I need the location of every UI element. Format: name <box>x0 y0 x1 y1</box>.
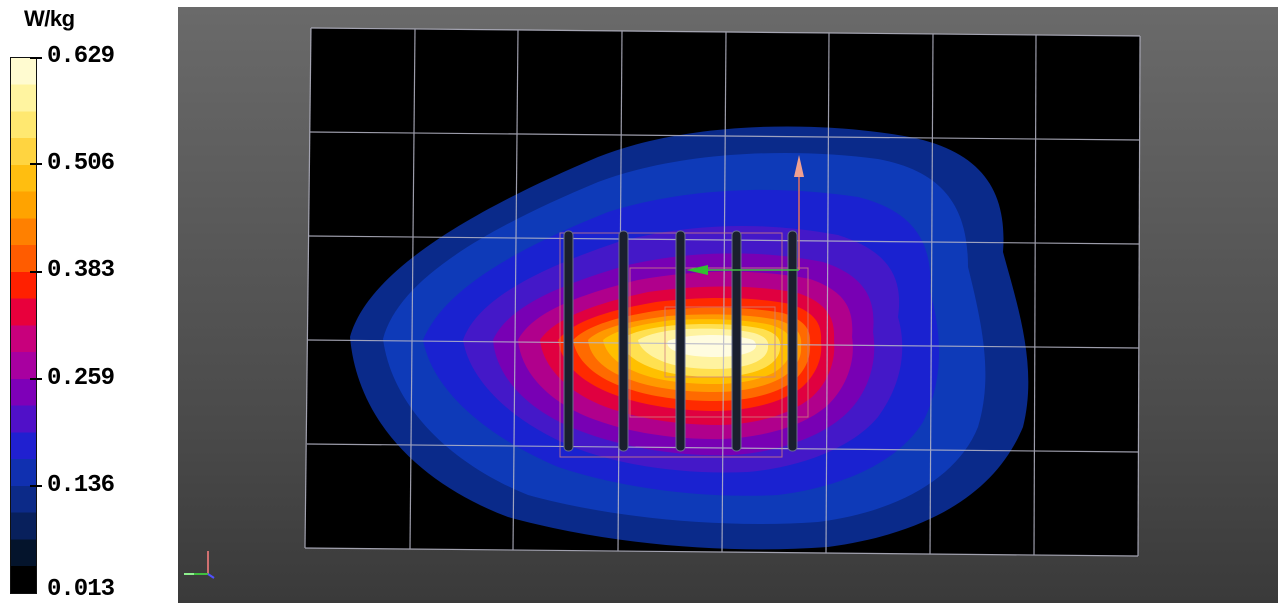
legend-tick-label: 0.383 <box>47 257 115 284</box>
tick-mark <box>30 163 42 165</box>
tick-mark <box>30 485 42 487</box>
legend-unit-label: W/kg <box>24 6 75 31</box>
antenna-rods <box>563 230 798 452</box>
legend-tick-label: 0.013 <box>47 576 115 603</box>
tick-mark <box>30 57 42 59</box>
color-scale-legend: W/kg 0.629 0.506 0.383 0.259 0.136 0.013 <box>0 0 175 603</box>
device-outline <box>559 232 809 458</box>
legend-tick-label: 0.259 <box>47 365 115 392</box>
tick-mark <box>30 378 42 380</box>
legend-tick-label: 0.629 <box>47 43 115 70</box>
colorbar <box>10 57 37 594</box>
device-axes-icon <box>686 155 804 275</box>
orientation-triad-icon <box>184 551 215 579</box>
legend-tick-label: 0.136 <box>47 472 115 499</box>
measurement-grid <box>304 27 1141 557</box>
sar-distribution-scene <box>184 27 1141 579</box>
3d-viewport[interactable] <box>178 7 1278 603</box>
tick-mark <box>30 271 42 273</box>
legend-tick-label: 0.506 <box>47 150 115 177</box>
